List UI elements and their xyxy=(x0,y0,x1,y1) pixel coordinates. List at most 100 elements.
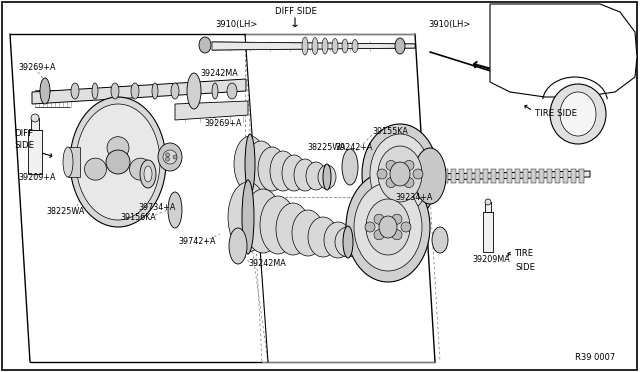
Text: 39742+A: 39742+A xyxy=(178,237,216,247)
Bar xyxy=(467,169,472,183)
Ellipse shape xyxy=(276,203,310,255)
Ellipse shape xyxy=(560,92,596,136)
Ellipse shape xyxy=(413,169,423,179)
Ellipse shape xyxy=(294,159,316,191)
Text: 3910(LH>: 3910(LH> xyxy=(215,20,257,29)
Ellipse shape xyxy=(76,104,160,220)
Ellipse shape xyxy=(212,83,218,99)
Ellipse shape xyxy=(386,177,396,187)
Bar xyxy=(563,169,568,183)
Ellipse shape xyxy=(242,180,254,254)
Bar xyxy=(571,169,576,183)
Bar xyxy=(483,169,488,183)
Text: TIRE SIDE: TIRE SIDE xyxy=(535,109,577,119)
Bar xyxy=(555,169,560,183)
Ellipse shape xyxy=(129,158,152,180)
Ellipse shape xyxy=(377,169,387,179)
Ellipse shape xyxy=(318,165,336,189)
Ellipse shape xyxy=(227,83,237,99)
Ellipse shape xyxy=(366,199,410,255)
Bar xyxy=(31,118,39,130)
Polygon shape xyxy=(490,4,637,97)
Ellipse shape xyxy=(306,162,326,190)
Text: R39 0007: R39 0007 xyxy=(575,353,615,362)
Bar xyxy=(68,147,80,177)
Ellipse shape xyxy=(168,192,182,228)
Text: 38225WA: 38225WA xyxy=(307,144,346,153)
Bar xyxy=(435,169,440,183)
Bar xyxy=(28,130,42,174)
Ellipse shape xyxy=(343,226,353,258)
Ellipse shape xyxy=(70,97,166,227)
Ellipse shape xyxy=(395,38,405,54)
Ellipse shape xyxy=(131,83,139,99)
Ellipse shape xyxy=(392,230,402,240)
Bar xyxy=(475,169,480,183)
Ellipse shape xyxy=(245,134,255,194)
Ellipse shape xyxy=(378,146,422,202)
Ellipse shape xyxy=(163,150,177,164)
Polygon shape xyxy=(32,79,246,104)
Ellipse shape xyxy=(187,73,201,109)
Ellipse shape xyxy=(107,137,129,159)
Text: TIRE: TIRE xyxy=(515,250,534,259)
Ellipse shape xyxy=(432,227,448,253)
Ellipse shape xyxy=(323,164,331,190)
Ellipse shape xyxy=(244,189,282,253)
Ellipse shape xyxy=(270,151,296,191)
Ellipse shape xyxy=(282,155,306,191)
Ellipse shape xyxy=(414,148,446,204)
Ellipse shape xyxy=(374,230,384,240)
Ellipse shape xyxy=(228,182,268,252)
Text: 39155KA: 39155KA xyxy=(372,128,408,137)
Ellipse shape xyxy=(144,166,152,182)
Bar xyxy=(459,169,464,183)
Polygon shape xyxy=(430,171,590,180)
Ellipse shape xyxy=(152,83,158,99)
Text: 39269+A: 39269+A xyxy=(204,119,241,128)
Ellipse shape xyxy=(401,222,411,232)
Ellipse shape xyxy=(71,83,79,99)
Ellipse shape xyxy=(308,217,338,257)
Bar xyxy=(443,169,448,183)
Ellipse shape xyxy=(111,83,119,99)
Ellipse shape xyxy=(260,196,296,254)
Bar xyxy=(531,169,536,183)
Ellipse shape xyxy=(166,157,170,161)
Text: 39234+A: 39234+A xyxy=(395,192,433,202)
Ellipse shape xyxy=(404,177,414,187)
Bar xyxy=(485,202,491,212)
Text: 39209MA: 39209MA xyxy=(472,256,509,264)
Text: 39209+A: 39209+A xyxy=(18,173,56,182)
Text: DIFF SIDE: DIFF SIDE xyxy=(275,7,317,16)
Text: 39734+A: 39734+A xyxy=(138,202,175,212)
Text: 39242+A: 39242+A xyxy=(335,142,372,151)
Ellipse shape xyxy=(550,84,606,144)
Ellipse shape xyxy=(370,134,430,214)
Text: SIDE: SIDE xyxy=(515,263,535,273)
Ellipse shape xyxy=(332,38,338,54)
Ellipse shape xyxy=(234,136,266,192)
Ellipse shape xyxy=(171,83,179,99)
Ellipse shape xyxy=(390,162,410,186)
Ellipse shape xyxy=(229,228,247,264)
Bar xyxy=(451,169,456,183)
Text: 39156KA: 39156KA xyxy=(120,212,156,221)
Ellipse shape xyxy=(362,124,438,224)
Ellipse shape xyxy=(485,199,491,205)
Ellipse shape xyxy=(342,39,348,53)
Bar xyxy=(483,212,493,252)
Ellipse shape xyxy=(322,38,328,54)
Bar xyxy=(579,169,584,183)
Polygon shape xyxy=(212,42,415,50)
Ellipse shape xyxy=(342,149,358,185)
Text: SIDE: SIDE xyxy=(14,141,34,151)
Ellipse shape xyxy=(392,214,402,224)
Bar xyxy=(499,169,504,183)
Bar xyxy=(507,169,512,183)
Text: 39242MA: 39242MA xyxy=(248,260,285,269)
Bar xyxy=(539,169,544,183)
Ellipse shape xyxy=(31,114,39,122)
Text: DIFF: DIFF xyxy=(14,129,33,138)
Ellipse shape xyxy=(302,37,308,55)
